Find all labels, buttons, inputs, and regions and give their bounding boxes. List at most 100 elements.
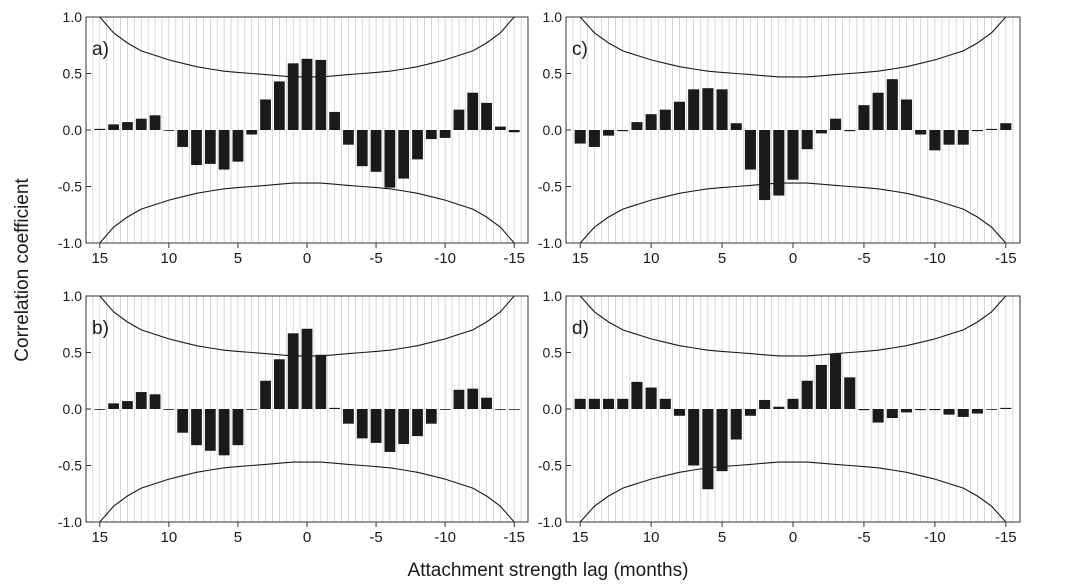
lower-confidence-line [99,461,515,523]
bar [574,398,586,409]
bar [108,403,120,409]
bar [1000,123,1012,130]
bar [830,118,842,130]
bar [730,409,742,440]
upper-confidence-line [99,16,515,78]
bar [759,399,771,409]
bar [177,130,189,147]
bar [971,409,983,414]
bar [287,63,299,130]
y-tick-label: -0.5 [538,179,562,195]
bar [163,409,175,410]
panel-label: b) [92,318,109,339]
bar [481,102,492,130]
bar [122,401,133,409]
bar [744,130,756,170]
bar [688,89,700,130]
y-tick-label: 0.5 [63,345,83,361]
bar [287,333,299,409]
panels: 1.0 0.5 0.0 -0.5 -1.0 15 10 5 0 -5 -10 -15 a) 1.0 0.5 0… [58,9,1021,546]
y-tick-label: -0.5 [58,458,82,474]
bar [343,130,354,145]
bar [617,130,629,132]
bar [787,130,799,180]
bar [439,409,451,410]
x-tick-label: -5 [857,250,870,267]
bar [886,79,898,130]
x-tick-label: -15 [503,529,525,546]
x-tick-label: -15 [995,529,1017,546]
bar [588,130,600,147]
bar [631,122,643,130]
x-tick-label: -10 [924,250,946,267]
x-tick-label: 5 [718,529,726,546]
bar [135,118,147,130]
bar [122,122,133,130]
bar [467,92,479,130]
bar [149,115,161,130]
y-tick-label: -0.5 [58,179,82,195]
bar [398,409,410,445]
y-tick-label: 0.0 [543,401,563,417]
bar [659,109,671,130]
x-tick-label: 15 [572,529,589,546]
bar [177,409,189,433]
bar [370,130,382,172]
bar [603,398,615,409]
bar [329,407,341,409]
bar [273,81,285,130]
bar [673,409,686,416]
x-tick-label: -15 [995,250,1017,267]
bar [645,114,657,130]
bar [439,130,451,138]
bar [343,409,354,424]
bar [773,406,785,409]
bar [986,128,998,130]
x-tick-label: -5 [369,529,382,546]
bar [844,377,856,409]
chart-panel: 1.0 0.5 0.0 -0.5 -1.0 15 10 5 0 -5 -10 -15 c) [538,9,1021,267]
upper-confidence-line [99,295,515,357]
y-tick-label: -1.0 [58,235,82,251]
bar [986,409,998,410]
bar [246,409,258,410]
x-tick-label: 10 [161,529,178,546]
bar [260,99,271,130]
bar [453,109,465,130]
bar [900,409,913,413]
x-tick-label: 15 [91,250,108,267]
bar [688,409,700,466]
bar [135,392,147,409]
x-tick-label: 15 [91,529,108,546]
bar [191,409,202,446]
panel-label: c) [572,39,588,60]
y-tick-label: -1.0 [538,235,562,251]
bar [467,388,479,409]
bar [858,409,870,411]
x-axis-label: Attachment strength lag (months) [408,560,689,581]
x-tick-label: 5 [234,250,242,267]
bar [94,409,106,410]
x-tick-label: -5 [857,529,870,546]
bar [744,409,756,416]
y-tick-label: 0.5 [63,66,83,82]
bar [588,398,600,409]
bar [773,130,785,196]
x-tick-label: -10 [434,250,456,267]
bar [246,130,258,135]
bar [957,130,969,145]
bar [943,409,955,415]
bar [273,359,285,409]
bar [929,130,941,151]
x-tick-label: -10 [924,529,946,546]
x-tick-label: 0 [303,250,311,267]
bar [830,353,842,409]
lower-confidence-line [99,182,515,244]
chart-panel: 1.0 0.5 0.0 -0.5 -1.0 15 10 5 0 -5 -10 -15 b) [58,288,529,546]
bar [943,130,955,145]
bar [384,130,396,188]
bar [301,58,313,131]
chart-panel: 1.0 0.5 0.0 -0.5 -1.0 15 10 5 0 -5 -10 -15 d) [538,288,1021,546]
x-tick-label: 0 [303,529,311,546]
